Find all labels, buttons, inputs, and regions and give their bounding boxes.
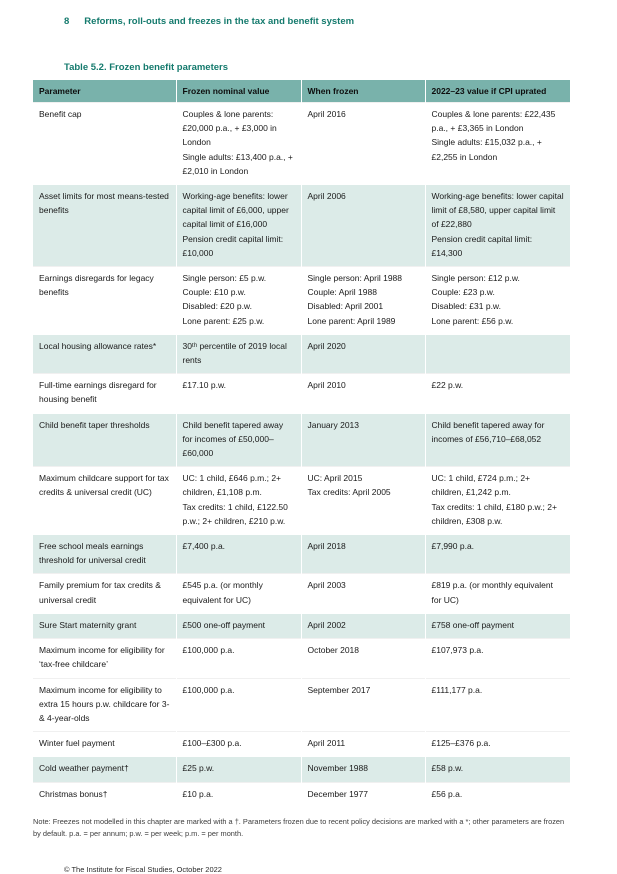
document-page: 8 Reforms, roll-outs and freezes in the … <box>33 16 584 874</box>
cell-when-frozen: April 2003 <box>300 573 425 614</box>
cell-frozen-value: UC: 1 child, £646 p.m.; 2+ children, £1,… <box>175 466 301 535</box>
cell-when-frozen: UC: April 2015 Tax credits: April 2005 <box>300 466 425 535</box>
cell-cpi-value: Single person: £12 p.w. Couple: £23 p.w.… <box>424 266 570 335</box>
cell-cpi-value: UC: 1 child, £724 p.m.; 2+ children, £1,… <box>424 466 570 535</box>
table-row: Maximum income for eligibility for ‘tax-… <box>33 638 570 678</box>
table-row: Maximum income for eligibility to extra … <box>33 677 570 732</box>
cell-cpi-value: Working-age benefits: lower capital limi… <box>424 184 570 267</box>
cell-frozen-value: Child benefit tapered away for incomes o… <box>175 412 301 467</box>
column-header-cpi-uprated-value: 2022–23 value if CPI uprated <box>424 80 570 103</box>
cell-parameter: Benefit cap <box>33 101 176 185</box>
cell-frozen-value: £17.10 p.w. <box>175 373 301 414</box>
table-header-row: Parameter Frozen nominal value When froz… <box>33 80 570 103</box>
cell-when-frozen: December 1977 <box>300 781 425 807</box>
column-header-when-frozen: When frozen <box>300 80 425 103</box>
page-footer: © The Institute for Fiscal Studies, Octo… <box>64 865 222 874</box>
table-row: Christmas bonus† £10 p.a. December 1977 £56… <box>33 781 570 807</box>
cell-frozen-value: 30ᵗʰ percentile of 2019 local rents <box>175 333 301 374</box>
cell-cpi-value: Couples & lone parents: £22,435 p.a., + … <box>424 101 570 185</box>
page-number: 8 <box>64 16 70 27</box>
cell-when-frozen: April 2010 <box>300 373 425 414</box>
cell-cpi-value: £107,973 p.a. <box>424 638 570 678</box>
cell-parameter: Winter fuel payment <box>33 731 176 757</box>
cell-frozen-value: £500 one-off payment <box>175 612 301 639</box>
table-row: Asset limits for most means-tested benef… <box>33 184 570 267</box>
cell-parameter: Full-time earnings disregard for housing… <box>33 373 176 414</box>
cell-cpi-value: Child benefit tapered away for incomes o… <box>424 412 570 467</box>
table-row: Winter fuel payment £100–£300 p.a. April 2… <box>33 731 570 757</box>
cell-cpi-value <box>424 333 570 374</box>
table-row: Cold weather payment† £25 p.w. November 19… <box>33 756 570 783</box>
cell-when-frozen: September 2017 <box>300 677 425 732</box>
table-row: Earnings disregards for legacy benefits S… <box>33 266 570 335</box>
cell-parameter: Cold weather payment† <box>33 756 176 783</box>
cell-frozen-value: £545 p.a. (or monthly equivalent for UC) <box>175 573 301 614</box>
cell-parameter: Maximum childcare support for tax credit… <box>33 466 176 535</box>
column-header-parameter: Parameter <box>33 80 176 103</box>
cell-when-frozen: October 2018 <box>300 638 425 678</box>
page-header: 8 Reforms, roll-outs and freezes in the … <box>33 16 584 27</box>
table-row: Benefit cap Couples & lone parents: £20,0… <box>33 101 570 185</box>
chapter-title: Reforms, roll-outs and freezes in the ta… <box>84 16 355 27</box>
cell-cpi-value: £758 one-off payment <box>424 612 570 639</box>
cell-parameter: Child benefit taper thresholds <box>33 412 176 467</box>
cell-when-frozen: April 2018 <box>300 534 425 574</box>
cell-frozen-value: £100–£300 p.a. <box>175 731 301 757</box>
cell-cpi-value: £819 p.a. (or monthly equivalent for UC) <box>424 573 570 614</box>
cell-parameter: Local housing allowance rates* <box>33 333 176 374</box>
table-note: Note: Freezes not modelled in this chapt… <box>33 816 565 838</box>
frozen-benefit-parameters-table: Parameter Frozen nominal value When froz… <box>33 80 570 807</box>
cell-parameter: Asset limits for most means-tested benef… <box>33 184 176 267</box>
cell-when-frozen: April 2011 <box>300 731 425 757</box>
table-row: Family premium for tax credits & univers… <box>33 573 570 614</box>
cell-parameter: Sure Start maternity grant <box>33 612 176 639</box>
cell-when-frozen: Single person: April 1988 Couple: April … <box>300 266 425 335</box>
cell-cpi-value: £56 p.a. <box>424 781 570 807</box>
table-body: Benefit cap Couples & lone parents: £20,0… <box>33 101 570 807</box>
cell-when-frozen: April 2020 <box>300 333 425 374</box>
table-row: Child benefit taper thresholds Child bene… <box>33 412 570 467</box>
cell-when-frozen: April 2002 <box>300 612 425 639</box>
cell-cpi-value: £111,177 p.a. <box>424 677 570 732</box>
cell-frozen-value: Couples & lone parents: £20,000 p.a., + … <box>175 101 301 185</box>
cell-when-frozen: April 2006 <box>300 184 425 267</box>
cell-parameter: Earnings disregards for legacy benefits <box>33 266 176 335</box>
cell-frozen-value: Single person: £5 p.w. Couple: £10 p.w. … <box>175 266 301 335</box>
column-header-frozen-nominal-value: Frozen nominal value <box>175 80 301 103</box>
cell-parameter: Christmas bonus† <box>33 781 176 807</box>
cell-when-frozen: January 2013 <box>300 412 425 467</box>
cell-cpi-value: £125–£376 p.a. <box>424 731 570 757</box>
table-row: Free school meals earnings threshold for… <box>33 534 570 574</box>
table-row: Local housing allowance rates* 30ᵗʰ perce… <box>33 333 570 374</box>
table-title: Table 5.2. Frozen benefit parameters <box>64 62 229 73</box>
table-row: Sure Start maternity grant £500 one-off p… <box>33 612 570 639</box>
cell-frozen-value: Working-age benefits: lower capital limi… <box>175 184 301 267</box>
cell-cpi-value: £58 p.w. <box>424 756 570 783</box>
cell-frozen-value: £7,400 p.a. <box>175 534 301 574</box>
cell-cpi-value: £22 p.w. <box>424 373 570 414</box>
cell-when-frozen: April 2016 <box>300 101 425 185</box>
table-row: Full-time earnings disregard for housing… <box>33 373 570 414</box>
cell-parameter: Free school meals earnings threshold for… <box>33 534 176 574</box>
cell-cpi-value: £7,990 p.a. <box>424 534 570 574</box>
cell-frozen-value: £100,000 p.a. <box>175 677 301 732</box>
cell-parameter: Family premium for tax credits & univers… <box>33 573 176 614</box>
cell-when-frozen: November 1988 <box>300 756 425 783</box>
cell-frozen-value: £100,000 p.a. <box>175 638 301 678</box>
cell-parameter: Maximum income for eligibility to extra … <box>33 677 176 732</box>
table-row: Maximum childcare support for tax credit… <box>33 466 570 535</box>
cell-frozen-value: £10 p.a. <box>175 781 301 807</box>
cell-parameter: Maximum income for eligibility for ‘tax-… <box>33 638 176 678</box>
cell-frozen-value: £25 p.w. <box>175 756 301 783</box>
